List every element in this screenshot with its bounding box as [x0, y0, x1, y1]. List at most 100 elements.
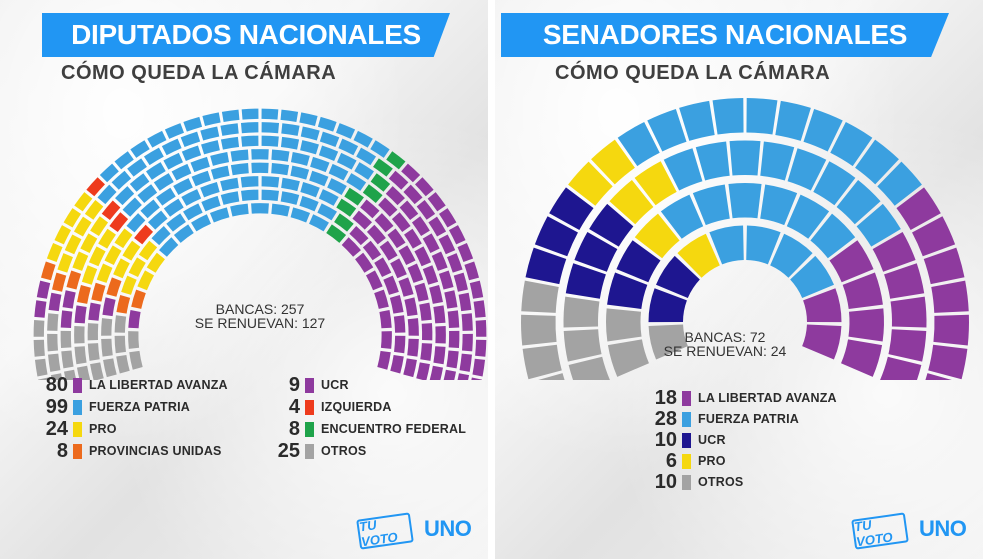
seat-la-libertad-avanza — [393, 315, 406, 333]
seat-fuerza-patria — [336, 123, 356, 139]
senadores-subtitle: CÓMO QUEDA LA CÁMARA — [555, 62, 831, 84]
seat-fuerza-patria — [130, 140, 150, 158]
seat-fuerza-patria — [856, 203, 901, 247]
legend-value: 9 — [288, 373, 300, 396]
seat-fuerza-patria — [836, 180, 881, 225]
seat-fuerza-patria — [161, 138, 182, 156]
seat-otros — [129, 350, 143, 370]
seat-la-libertad-avanza — [349, 225, 369, 246]
seat-la-libertad-avanza — [404, 297, 418, 317]
seat-la-libertad-avanza — [890, 296, 927, 328]
seat-la-libertad-avanza — [469, 280, 484, 299]
seat-fuerza-patria — [180, 131, 201, 147]
seat-fuerza-patria — [147, 210, 168, 230]
seat-fuerza-patria — [241, 108, 259, 120]
legend-value: 99 — [45, 395, 68, 418]
seat-la-libertad-avanza — [419, 302, 432, 321]
legend-item: 80 LA LIBERTAD AVANZA — [38, 374, 228, 396]
seat-la-libertad-avanza — [407, 263, 424, 283]
seat-fuerza-patria — [346, 173, 367, 191]
seat-ucr — [34, 300, 47, 318]
seat-fuerza-patria — [164, 123, 184, 139]
seat-pro — [568, 161, 613, 206]
seat-fuerza-patria — [261, 189, 279, 202]
seat-fuerza-patria — [617, 121, 660, 167]
seat-la-libertad-avanza — [444, 290, 458, 309]
seat-la-libertad-avanza — [453, 272, 468, 292]
seat-provincias-unidas — [131, 289, 146, 309]
legend-label: PRO — [698, 454, 726, 468]
seat-la-libertad-avanza — [385, 186, 405, 206]
seat-fuerza-patria — [201, 195, 221, 212]
seat-provincias-unidas — [52, 272, 67, 292]
legend-value: 4 — [288, 395, 300, 418]
seat-fuerza-patria — [261, 176, 280, 188]
seat-la-libertad-avanza — [401, 163, 421, 183]
seat-fuerza-patria — [663, 148, 703, 191]
diputados-seats-label: BANCAS: 257 — [215, 301, 305, 317]
seat-la-libertad-avanza — [416, 200, 436, 220]
seat-la-libertad-avanza — [394, 335, 406, 354]
legend-item: 99 FUERZA PATRIA — [38, 396, 190, 418]
seat-fuerza-patria — [803, 108, 843, 152]
legend-label: FUERZA PATRIA — [89, 400, 190, 414]
seat-provincias-unidas — [41, 261, 56, 281]
seat-fuerza-patria — [127, 158, 147, 177]
legend-label: OTROS — [321, 444, 367, 458]
seat-fuerza-patria — [712, 98, 744, 135]
seat-pro — [46, 243, 63, 263]
seat-izquierda — [134, 224, 154, 245]
seat-fuerza-patria — [813, 161, 856, 206]
legend-label: UCR — [321, 378, 349, 392]
seat-la-libertad-avanza — [912, 216, 956, 257]
seat-fuerza-patria — [210, 165, 230, 180]
seat-la-libertad-avanza — [398, 277, 414, 297]
seat-izquierda — [109, 212, 129, 233]
seat-fuerza-patria — [290, 152, 310, 166]
seat-fuerza-patria — [327, 178, 347, 195]
seat-fuerza-patria — [271, 203, 290, 217]
seat-la-libertad-avanza — [461, 313, 473, 331]
seat-ucr — [574, 231, 618, 272]
legend-value: 10 — [654, 428, 677, 451]
seat-fuerza-patria — [336, 152, 357, 170]
legend-label: FUERZA PATRIA — [698, 412, 799, 426]
tuvoto-logo-text: TU VOTO — [853, 517, 894, 550]
diputados-subtitle: CÓMO QUEDA LA CÁMARA — [61, 62, 337, 84]
seat-otros — [47, 333, 58, 352]
seat-provincias-unidas — [116, 295, 131, 314]
seat-la-libertad-avanza — [471, 377, 482, 380]
seat-otros — [60, 330, 72, 349]
legend-value: 6 — [665, 449, 677, 472]
seat-pro — [138, 240, 158, 261]
legend-swatch — [682, 432, 691, 448]
seat-fuerza-patria — [115, 186, 135, 206]
seat-pro — [677, 233, 720, 278]
seat-fuerza-patria — [201, 140, 220, 155]
seat-otros — [648, 324, 688, 360]
seat-la-libertad-avanza — [379, 240, 398, 261]
seat-la-libertad-avanza — [362, 240, 382, 261]
seat-la-libertad-avanza — [435, 326, 446, 344]
seat-izquierda — [101, 200, 121, 220]
seat-la-libertad-avanza — [360, 199, 380, 219]
seat-la-libertad-avanza — [427, 192, 446, 212]
diputados-stats: BANCAS: 257 SE RENUEVAN: 127 — [160, 302, 360, 330]
seat-fuerza-patria — [163, 198, 184, 217]
seat-otros — [114, 315, 127, 333]
seat-fuerza-patria — [328, 163, 349, 181]
seat-fuerza-patria — [220, 191, 240, 205]
seat-la-libertad-avanza — [923, 247, 965, 285]
seat-la-libertad-avanza — [473, 300, 486, 318]
legend-swatch — [682, 390, 691, 406]
seat-la-libertad-avanza — [398, 245, 416, 266]
seat-la-libertad-avanza — [457, 243, 474, 263]
seat-ucr — [565, 263, 606, 299]
seat-fuerza-patria — [114, 151, 134, 170]
seat-la-libertad-avanza — [411, 216, 430, 236]
seat-otros — [563, 296, 600, 328]
seat-la-libertad-avanza — [884, 263, 925, 299]
seat-fuerza-patria — [271, 149, 290, 162]
seat-fuerza-patria — [830, 121, 873, 167]
seat-otros — [101, 318, 113, 336]
